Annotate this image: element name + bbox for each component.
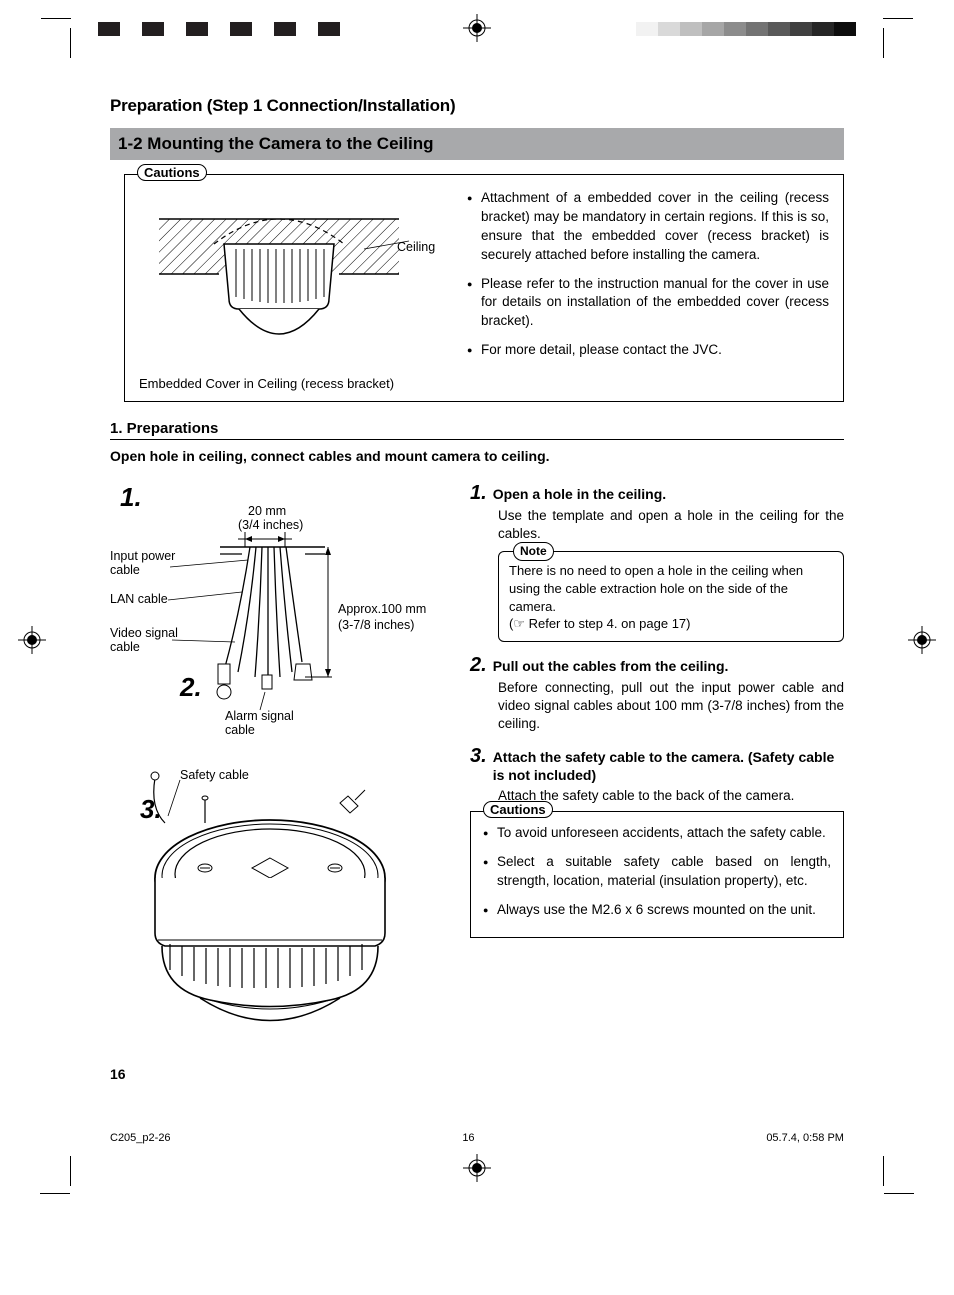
note-body: There is no need to open a hole in the c… [509, 562, 833, 615]
crop-mark-bl [70, 1156, 71, 1186]
ceiling-svg [154, 189, 434, 359]
dim-20mm-in: (3/4 inches) [238, 518, 303, 532]
left-diagrams: 1. [110, 482, 450, 1048]
right-steps: 1. Open a hole in the ceiling. Use the te… [470, 482, 844, 1048]
step2-num: 2. [470, 654, 487, 677]
top-printer-marks [0, 0, 954, 46]
cautions-bottom-legend: Cautions [483, 801, 553, 818]
step3-num: 3. [470, 745, 487, 768]
preparations-heading: 1. Preparations [110, 420, 844, 440]
label-video: Video signal cable [110, 627, 180, 655]
note-box: Note There is no need to open a hole in … [498, 551, 844, 641]
step2-body: Before connecting, pull out the input po… [498, 679, 844, 734]
cautions-bottom-box: Cautions To avoid unforeseen accidents, … [470, 811, 844, 939]
step2-title: Pull out the cables from the ceiling. [493, 658, 729, 674]
footer: C205_p2-26 16 05.7.4, 0:58 PM [0, 1102, 954, 1154]
crop-mark-br [883, 1156, 884, 1186]
label-lan: LAN cable [110, 592, 168, 606]
step-3: 3. Attach the safety cable to the camera.… [470, 745, 844, 938]
label-alarm: Alarm signal cable [225, 710, 305, 738]
label-power: Input power cable [110, 550, 176, 578]
note-legend: Note [513, 542, 554, 560]
registration-mark-bottom [463, 1154, 491, 1187]
step1-title: Open a hole in the ceiling. [493, 486, 666, 502]
footer-right: 05.7.4, 0:58 PM [766, 1132, 844, 1144]
footer-center: 16 [462, 1132, 474, 1144]
step-1: 1. Open a hole in the ceiling. Use the te… [470, 482, 844, 642]
dim-100mm: Approx.100 mm [338, 602, 426, 616]
list-item: For more detail, please contact the JVC. [467, 341, 829, 360]
diagram-caption: Embedded Cover in Ceiling (recess bracke… [139, 376, 449, 391]
step3-title: Attach the safety cable to the camera. (… [493, 748, 844, 784]
note-ref: (☞ Refer to step 4. on page 17) [509, 615, 833, 633]
camera-top-svg [130, 768, 430, 1038]
list-item: Please refer to the instruction manual f… [467, 275, 829, 332]
step1-num: 1. [470, 482, 487, 505]
cautions-legend: Cautions [137, 164, 207, 181]
grayscale-bar-right [636, 22, 856, 36]
diagram2-number: 2. [180, 672, 202, 703]
registration-mark-top [463, 14, 491, 47]
dim-100mm-in: (3-7/8 inches) [338, 618, 414, 632]
list-item: Always use the M2.6 x 6 screws mounted o… [483, 901, 831, 920]
black-squares-left [98, 22, 362, 36]
list-item: To avoid unforeseen accidents, attach th… [483, 824, 831, 843]
dim-20mm: 20 mm [248, 504, 286, 518]
cautions-top-list: Attachment of a embedded cover in the ce… [467, 189, 829, 370]
footer-left: C205_p2-26 [110, 1132, 171, 1144]
step1-body: Use the template and open a hole in the … [498, 507, 844, 543]
preparations-lead: Open hole in ceiling, connect cables and… [110, 448, 844, 464]
list-item: Attachment of a embedded cover in the ce… [467, 189, 829, 265]
bottom-printer-marks [0, 1154, 954, 1194]
step-2: 2.Pull out the cables from the ceiling. … [470, 654, 844, 734]
list-item: Select a suitable safety cable based on … [483, 853, 831, 891]
page-content: Preparation (Step 1 Connection/Installat… [0, 46, 954, 1102]
page-title: Preparation (Step 1 Connection/Installat… [110, 96, 844, 116]
cautions-top-box: Cautions [124, 174, 844, 402]
page-number: 16 [110, 1066, 844, 1082]
section-heading: 1-2 Mounting the Camera to the Ceiling [110, 128, 844, 160]
ceiling-diagram: Ceiling Embedded Cover in Ceiling (reces… [139, 189, 449, 391]
cautions-bottom-list: To avoid unforeseen accidents, attach th… [483, 824, 831, 920]
ceiling-label: Ceiling [397, 240, 435, 254]
